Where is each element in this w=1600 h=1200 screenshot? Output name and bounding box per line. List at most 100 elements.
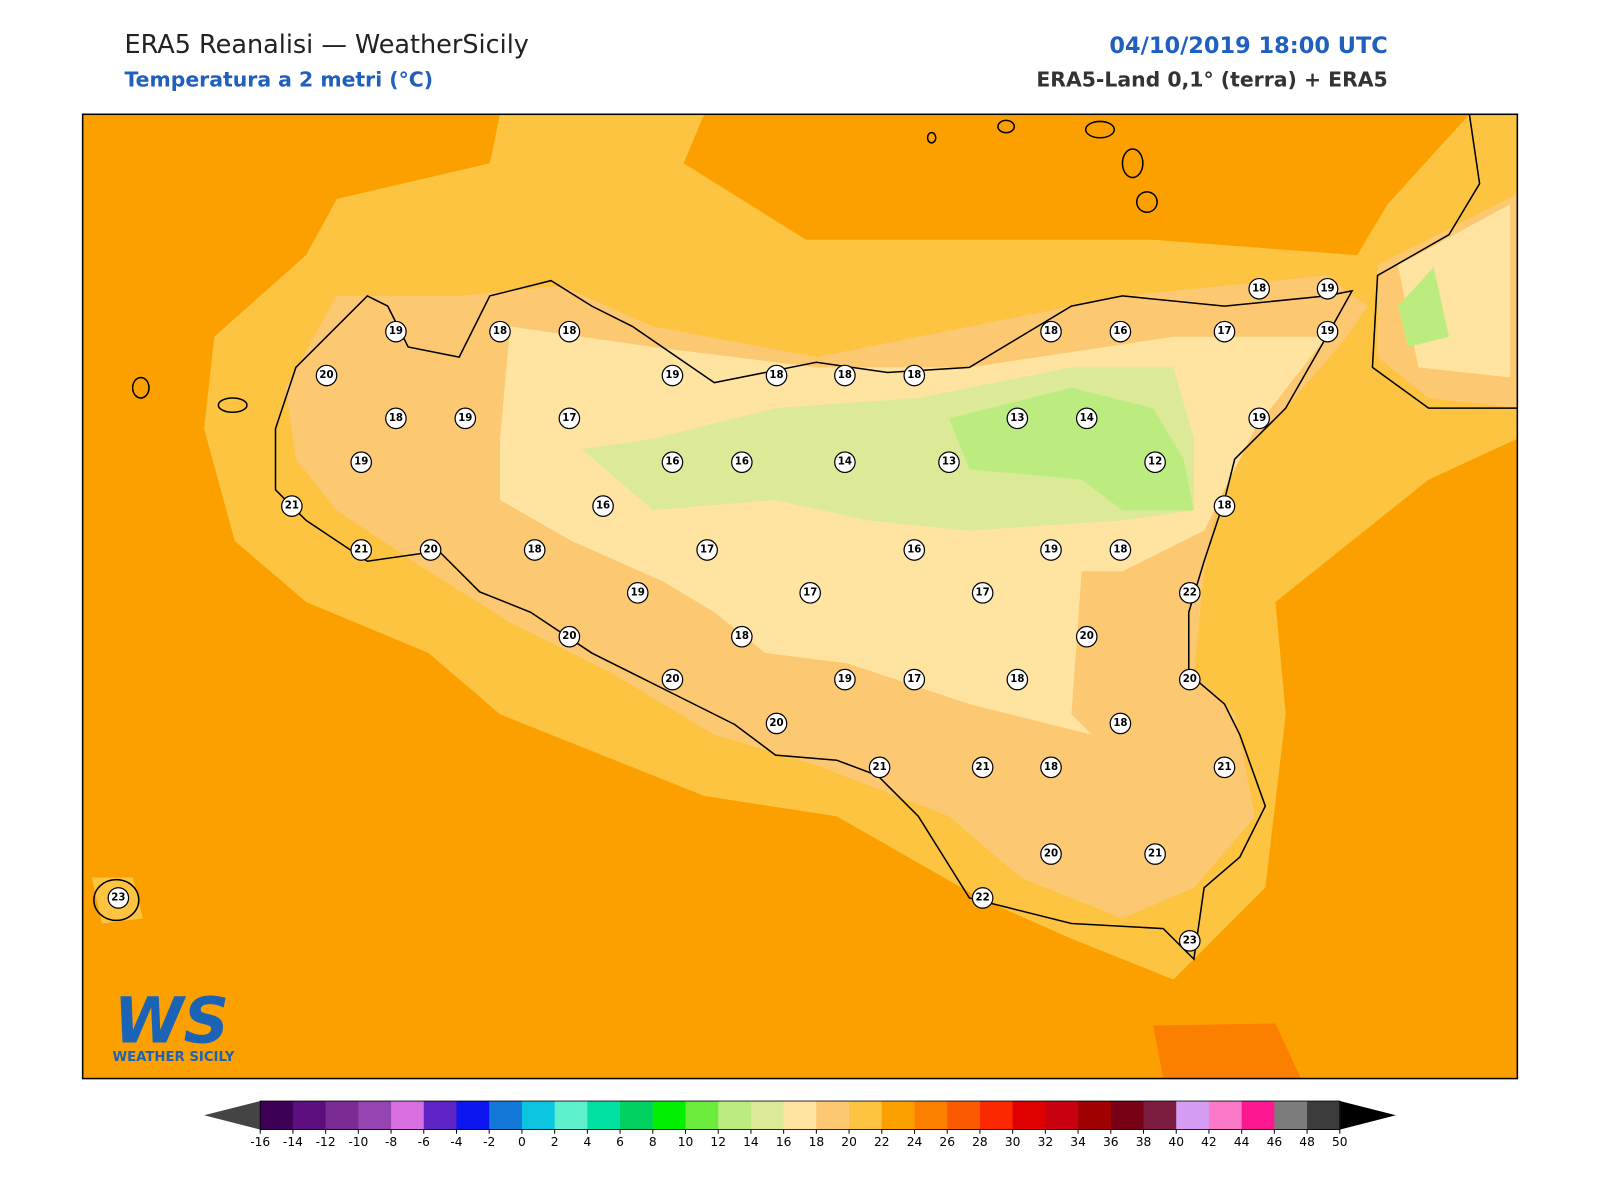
station-value: 13 [942, 457, 956, 468]
map-frame [81, 113, 1519, 1080]
colorbar-tick-label: 40 [1168, 1135, 1184, 1149]
subtitle: Temperatura a 2 metri (°C) [124, 68, 433, 92]
station-value: 19 [1044, 545, 1058, 556]
island [926, 131, 937, 144]
station-value: 21 [872, 762, 886, 773]
station-value: 20 [562, 631, 576, 642]
station-value: 16 [1113, 326, 1127, 337]
colorbar-segment [750, 1101, 785, 1130]
station-value: 18 [528, 545, 542, 556]
station-marker [1178, 668, 1201, 691]
colorbar-segment [685, 1101, 719, 1130]
colorbar-segment [816, 1101, 850, 1130]
station-value: 16 [665, 457, 679, 468]
colorbar-segment [947, 1101, 981, 1130]
colorbar-tick-label: 32 [1038, 1135, 1054, 1149]
colorbar-tick-label: 0 [518, 1135, 526, 1149]
station-marker [903, 364, 926, 387]
station-value: 20 [1080, 631, 1094, 642]
colorbar-tick-label: -2 [483, 1135, 495, 1149]
station-value: 18 [389, 413, 403, 424]
station-marker [385, 320, 407, 343]
station-marker [903, 539, 926, 561]
colorbar-tick-label: 4 [583, 1135, 591, 1149]
station-value: 22 [976, 892, 990, 903]
station-marker [1040, 843, 1062, 865]
station-marker [489, 320, 511, 343]
colorbar-tick-label: 28 [972, 1135, 988, 1149]
colorbar-tick-label: -16 [250, 1135, 270, 1149]
station-value: 17 [700, 545, 714, 556]
station-value: 16 [907, 545, 921, 556]
station-value: 23 [111, 892, 125, 903]
station-value: 16 [735, 457, 749, 468]
station-value: 19 [1320, 283, 1334, 294]
colorbar-segment [391, 1101, 425, 1130]
station-marker [592, 495, 614, 517]
colorbar-segment [1078, 1101, 1112, 1130]
colorbar-segment [849, 1101, 883, 1130]
colorbar-tick-label: 20 [841, 1135, 857, 1149]
colorbar-tick-label: 24 [907, 1135, 923, 1149]
colorbar-tick-label: 12 [710, 1135, 726, 1149]
coastline [1371, 114, 1518, 409]
station-marker [1248, 277, 1270, 300]
station-value: 18 [1113, 718, 1127, 729]
colorbar-segment [1307, 1101, 1341, 1130]
colorbar-segment [1176, 1101, 1210, 1130]
station-marker [1075, 625, 1098, 648]
colorbar-tick-label: 14 [743, 1135, 759, 1149]
station-marker [1213, 756, 1236, 779]
station-value: 14 [1080, 413, 1094, 424]
station-marker [1248, 407, 1270, 430]
colorbar-tick-label: 44 [1234, 1135, 1250, 1149]
island [1084, 120, 1116, 139]
colorbar-extend-high [1339, 1101, 1396, 1130]
colorbar-segment [358, 1101, 392, 1130]
colorbar: -16 -14 -12 -10 -8 -6 -4 -2 0 2 4 6 8 10 12 14 16 18 20 22 2… [204, 1100, 1396, 1149]
station-marker [385, 407, 407, 430]
colorbar-segment [292, 1101, 327, 1130]
station-marker [558, 625, 581, 648]
station-marker [834, 364, 856, 387]
station-value: 19 [631, 587, 645, 598]
colorbar-segment [423, 1101, 458, 1130]
station-value: 17 [1217, 326, 1231, 337]
colorbar-segment [587, 1101, 621, 1130]
contour [1397, 267, 1449, 347]
station-value: 19 [838, 674, 852, 685]
station-value: 20 [1183, 674, 1197, 685]
station-marker [1109, 320, 1132, 343]
station-value: 19 [665, 370, 679, 381]
station-marker [315, 364, 338, 387]
colorbar-segment [979, 1101, 1014, 1130]
colorbar-extend-low [204, 1101, 261, 1130]
contour [1153, 1023, 1302, 1079]
colorbar-segment [1241, 1101, 1275, 1130]
station-marker [558, 320, 581, 343]
colorbar-tick-label: 48 [1299, 1135, 1315, 1149]
station-marker [799, 582, 822, 604]
coastline [274, 279, 1354, 961]
station-marker [1006, 668, 1029, 691]
station-marker [971, 582, 994, 604]
colorbar-tick-label: 18 [809, 1135, 825, 1149]
station-marker [868, 756, 891, 779]
datetime: 04/10/2019 18:00 UTC [1109, 33, 1387, 59]
station-marker [661, 451, 684, 474]
station-marker [731, 625, 753, 648]
logo-text: WEATHER SICILY [112, 1050, 234, 1065]
station-value: 19 [354, 457, 368, 468]
colorbar-segment [1045, 1101, 1079, 1130]
island [93, 878, 140, 922]
station-marker [731, 451, 753, 474]
colorbar-tick-label: 36 [1103, 1135, 1119, 1149]
station-value: 18 [1010, 674, 1024, 685]
island [1135, 191, 1158, 214]
station-value: 17 [562, 413, 576, 424]
station-marker [350, 451, 373, 474]
station-value: 18 [907, 370, 921, 381]
colorbar-segment [1110, 1101, 1145, 1130]
station-value: 13 [1010, 413, 1024, 424]
station-value: 19 [389, 326, 403, 337]
